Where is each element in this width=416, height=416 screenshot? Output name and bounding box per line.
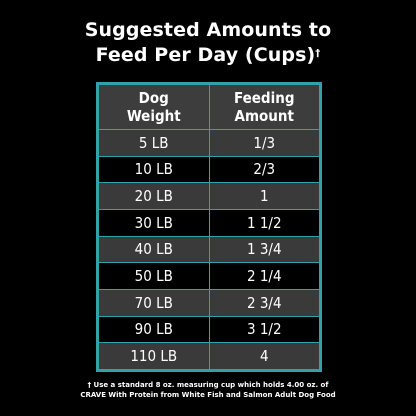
- weight-cell: 10 LB: [98, 155, 210, 184]
- weight-cell: 110 LB: [98, 342, 210, 370]
- table-row: 40 LB 1 3/4: [98, 235, 320, 264]
- title-line-2: Feed Per Day (Cups)†: [0, 43, 416, 68]
- weight-cell: 50 LB: [98, 262, 210, 290]
- page-title: Suggested Amounts to Feed Per Day (Cups)…: [0, 18, 416, 68]
- table-row: 90 LB 3 1/2: [98, 315, 320, 344]
- footnote-line-2: CRAVE With Protein from White Fish and S…: [80, 391, 336, 399]
- weight-cell: 20 LB: [98, 182, 210, 210]
- feeding-table-grid: Dog Weight Feeding Amount 5 LB 1/3 10 LB…: [98, 84, 320, 370]
- header-feeding-amount: Feeding Amount: [208, 84, 320, 130]
- header-feeding-amount-line-1: Feeding: [234, 89, 295, 107]
- header-dog-weight-line-1: Dog: [138, 89, 169, 107]
- weight-cell: 70 LB: [98, 288, 210, 317]
- table-row: 110 LB 4: [98, 342, 320, 370]
- footnote-line-1: † Use a standard 8 oz. measuring cup whi…: [87, 381, 329, 389]
- header-feeding-amount-line-2: Amount: [234, 107, 294, 125]
- title-line-1: Suggested Amounts to: [84, 19, 332, 41]
- amount-cell: 1/3: [208, 129, 320, 157]
- table-row: 30 LB 1 1/2: [98, 208, 320, 237]
- header-dog-weight: Dog Weight: [98, 84, 210, 130]
- amount-cell: 1 3/4: [208, 235, 320, 264]
- amount-cell: 1 1/2: [208, 208, 320, 237]
- amount-cell: 2 3/4: [208, 288, 320, 317]
- table-row: 70 LB 2 3/4: [98, 288, 320, 317]
- weight-cell: 90 LB: [98, 315, 210, 344]
- weight-cell: 30 LB: [98, 208, 210, 237]
- amount-cell: 2 1/4: [208, 262, 320, 290]
- footnote: † Use a standard 8 oz. measuring cup whi…: [0, 380, 416, 400]
- dagger-mark: †: [315, 48, 321, 59]
- table-header-row: Dog Weight Feeding Amount: [98, 84, 320, 130]
- table-row: 5 LB 1/3: [98, 129, 320, 157]
- amount-cell: 1: [208, 182, 320, 210]
- amount-cell: 3 1/2: [208, 315, 320, 344]
- amount-cell: 2/3: [208, 155, 320, 184]
- amount-cell: 4: [208, 342, 320, 370]
- feeding-table: Dog Weight Feeding Amount 5 LB 1/3 10 LB…: [96, 82, 322, 372]
- table-row: 20 LB 1: [98, 182, 320, 210]
- header-dog-weight-line-2: Weight: [126, 107, 181, 125]
- table-row: 50 LB 2 1/4: [98, 262, 320, 290]
- title-line-2-text: Feed Per Day (Cups): [95, 44, 316, 66]
- weight-cell: 5 LB: [98, 129, 210, 157]
- weight-cell: 40 LB: [98, 235, 210, 264]
- table-row: 10 LB 2/3: [98, 155, 320, 184]
